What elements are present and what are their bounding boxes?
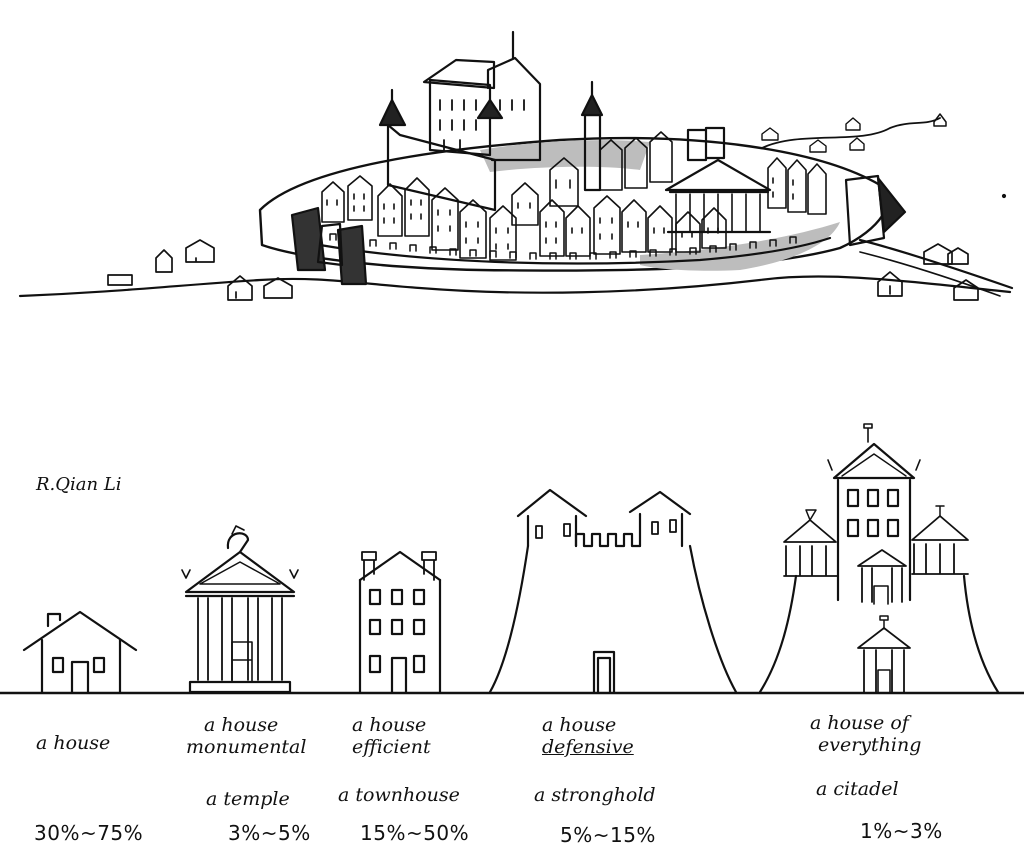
stronghold-drawing bbox=[488, 488, 738, 694]
percentage-house: 30%~75% bbox=[34, 821, 144, 845]
label-townhouse-line1: a house bbox=[352, 714, 427, 736]
walled-town-drawing bbox=[18, 30, 1014, 301]
citadel-drawing bbox=[758, 423, 1000, 694]
percentage-citadel: 1%~3% bbox=[860, 819, 943, 843]
label-house: a house bbox=[36, 732, 110, 754]
percentage-stronghold: 5%~15% bbox=[560, 823, 656, 847]
label-stronghold-line1: a house bbox=[542, 714, 617, 736]
temple-drawing bbox=[181, 525, 299, 694]
label-stronghold: a house defensive bbox=[542, 714, 634, 758]
percentage-temple: 3%~5% bbox=[228, 821, 311, 845]
label-stronghold-line2: defensive bbox=[542, 736, 634, 758]
label-citadel-line2: everything bbox=[818, 734, 922, 756]
author-signature: R.Qian Li bbox=[36, 474, 122, 495]
label-citadel: a house of everything bbox=[810, 712, 921, 756]
house-drawing bbox=[22, 610, 138, 694]
label-citadel-line1: a house of bbox=[810, 712, 909, 734]
alt-name-temple: a temple bbox=[206, 788, 290, 810]
alt-name-citadel: a citadel bbox=[816, 778, 899, 800]
alt-name-townhouse: a townhouse bbox=[338, 784, 460, 806]
alt-name-stronghold: a stronghold bbox=[534, 784, 656, 806]
label-townhouse-line2: efficient bbox=[352, 736, 431, 758]
label-house-line1: a house bbox=[36, 732, 111, 754]
percentage-townhouse: 15%~50% bbox=[360, 821, 470, 845]
townhouse-drawing bbox=[358, 550, 442, 694]
label-temple-line2: monumental bbox=[186, 736, 307, 758]
label-temple-line1: a house bbox=[204, 714, 279, 736]
label-temple: a house monumental bbox=[186, 714, 306, 758]
label-townhouse: a house efficient bbox=[352, 714, 431, 758]
